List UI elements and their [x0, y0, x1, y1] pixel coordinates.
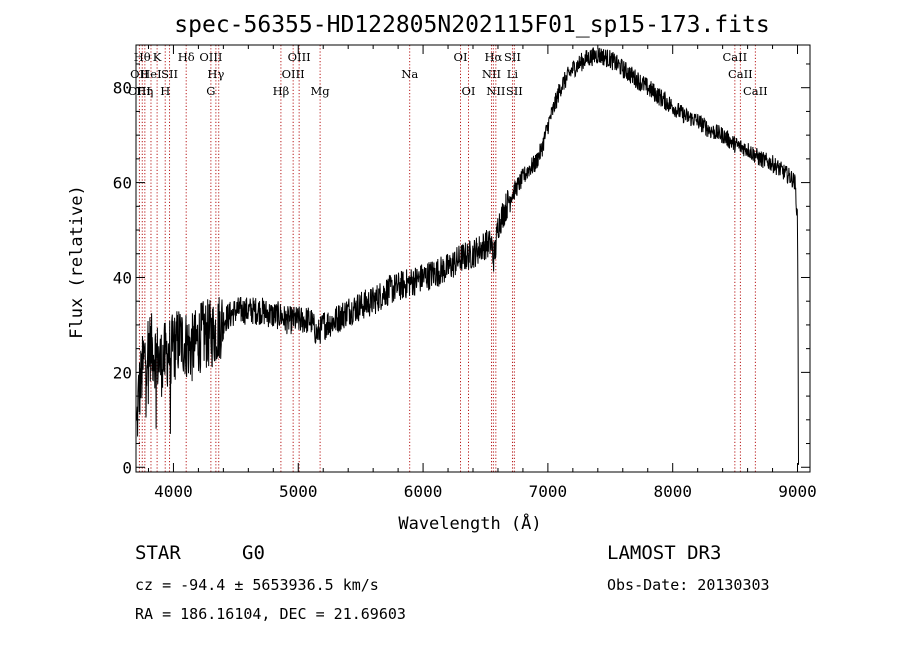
- spectral-line-label: K: [153, 50, 162, 64]
- spectral-line-label: Na: [401, 67, 418, 81]
- y-tick-label: 60: [113, 174, 132, 193]
- y-tick-label: 20: [113, 363, 132, 382]
- spectral-line-label: OIII: [282, 67, 305, 81]
- spectral-line-label: SII: [504, 50, 521, 64]
- x-tick-label: 8000: [653, 482, 692, 501]
- spectral-line-label: CaII: [722, 50, 747, 64]
- spectral-line-label: HeI: [140, 67, 161, 81]
- spectral-line-label: Hα: [484, 50, 502, 64]
- ra-dec-line: RA = 186.16104, DEC = 21.69603: [135, 605, 406, 623]
- spectral-line-label: OI: [454, 50, 468, 64]
- spectral-line-label: OI: [462, 84, 476, 98]
- y-tick-label: 0: [122, 458, 132, 477]
- spectral-line-label: Hγ: [207, 67, 224, 81]
- x-axis-label: Wavelength (Å): [398, 512, 541, 534]
- spectral-line-label: NII: [482, 67, 501, 81]
- spectral-line-label: OIII: [288, 50, 311, 64]
- y-tick-label: 40: [113, 268, 132, 287]
- spectral-line-label: NII: [486, 84, 505, 98]
- spectral-line-label: OIII: [128, 84, 151, 98]
- x-tick-label: 7000: [529, 482, 568, 501]
- object-class: STAR: [135, 542, 181, 564]
- y-axis-label: Flux (relative): [67, 185, 87, 339]
- spectral-line-label: CaII: [728, 67, 753, 81]
- spectral-line-label: CaII: [743, 84, 768, 98]
- spectral-line-label: SII: [506, 84, 523, 98]
- axis-ticks: 4000 5000 6000 7000 8000 9000 0 20 40 60 80: [113, 45, 817, 501]
- spectral-line-label: OIII: [199, 50, 222, 64]
- spectral-line-label: G: [206, 84, 215, 98]
- spectral-line-label: Hβ: [273, 84, 290, 98]
- x-tick-label: 6000: [404, 482, 443, 501]
- spectral-line-label: H: [160, 84, 170, 98]
- spectral-line-markers: [138, 45, 756, 472]
- spectral-line-label: SII: [161, 67, 178, 81]
- chart-title: spec-56355-HD122805N202115F01_sp15-173.f…: [174, 12, 769, 38]
- redshift-line: cz = -94.4 ± 5653936.5 km/s: [135, 576, 379, 594]
- object-subclass: G0: [242, 542, 265, 564]
- obs-date-line: Obs-Date: 20130303: [607, 576, 770, 594]
- spectral-line-label: Mg: [311, 84, 331, 98]
- x-tick-label: 9000: [778, 482, 817, 501]
- survey-name: LAMOST DR3: [607, 542, 721, 564]
- spectral-line-label: Li: [507, 67, 519, 81]
- y-tick-label: 80: [113, 79, 132, 98]
- spectral-line-label: Hθ: [134, 50, 151, 64]
- x-tick-label: 5000: [279, 482, 318, 501]
- spectral-line-label: Hδ: [178, 50, 195, 64]
- spectral-line-label: OII: [130, 67, 149, 81]
- spectrum-trace: [136, 47, 799, 465]
- x-tick-label: 4000: [154, 482, 193, 501]
